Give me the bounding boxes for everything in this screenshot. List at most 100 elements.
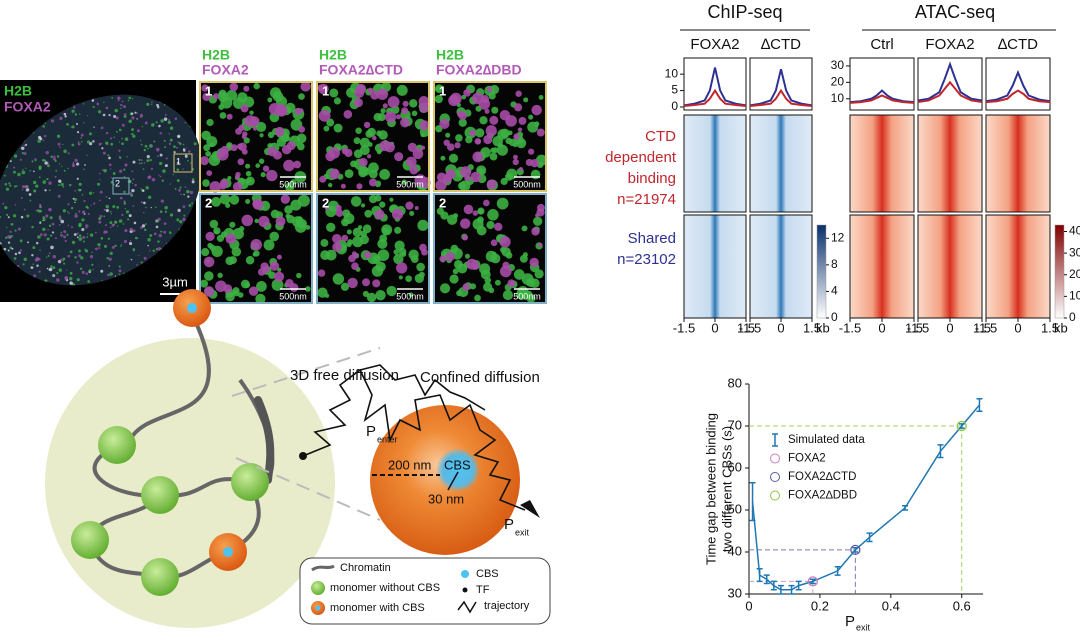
speckle bbox=[325, 151, 336, 162]
speckle bbox=[163, 117, 168, 121]
speckle bbox=[182, 205, 186, 209]
speckle bbox=[101, 279, 103, 282]
speckle bbox=[93, 126, 95, 128]
legend-symbol bbox=[315, 605, 321, 611]
speckle bbox=[146, 102, 150, 106]
speckle bbox=[22, 263, 25, 266]
speckle bbox=[95, 231, 97, 234]
speckle bbox=[416, 262, 425, 272]
channel-label: H2B bbox=[4, 83, 32, 99]
speckle bbox=[125, 210, 130, 214]
speckle bbox=[183, 149, 186, 152]
trajectory bbox=[302, 368, 526, 511]
heatmap bbox=[749, 114, 813, 213]
roi-box bbox=[173, 153, 193, 173]
speckle bbox=[232, 287, 240, 295]
speckle bbox=[52, 157, 56, 161]
speckle bbox=[318, 109, 331, 122]
profile-line bbox=[917, 61, 983, 102]
speckle bbox=[205, 231, 215, 241]
speckle bbox=[136, 129, 140, 133]
speckle bbox=[106, 143, 109, 146]
speckle bbox=[69, 183, 72, 187]
speckle bbox=[460, 166, 472, 178]
speckle bbox=[395, 114, 402, 120]
speckle bbox=[169, 138, 173, 142]
speckle bbox=[132, 248, 136, 251]
speckle bbox=[387, 96, 400, 108]
speckle bbox=[163, 222, 167, 225]
speckle bbox=[47, 228, 49, 231]
speckle bbox=[209, 142, 214, 147]
speckle bbox=[93, 192, 95, 194]
speckle bbox=[50, 155, 53, 159]
speckle bbox=[230, 144, 238, 152]
speckle bbox=[91, 99, 95, 103]
speckle bbox=[99, 190, 103, 194]
speckle bbox=[360, 230, 368, 238]
speckle bbox=[343, 109, 353, 119]
speckle bbox=[450, 244, 459, 253]
speckle bbox=[478, 98, 491, 110]
speckle bbox=[479, 263, 491, 275]
speckle bbox=[366, 154, 372, 159]
speckle bbox=[144, 144, 148, 148]
speckle bbox=[66, 123, 69, 126]
speckle bbox=[37, 209, 41, 213]
speckle bbox=[127, 99, 130, 102]
speckle bbox=[23, 208, 26, 211]
speckle bbox=[410, 255, 419, 264]
speckle bbox=[242, 131, 248, 137]
speckle bbox=[120, 244, 123, 246]
speckle bbox=[177, 208, 181, 213]
speckle bbox=[80, 189, 82, 191]
heatmap bbox=[849, 114, 915, 213]
channel-label: H2B bbox=[319, 47, 347, 63]
speckle bbox=[124, 163, 128, 167]
profile-line bbox=[985, 89, 1051, 104]
speckle bbox=[98, 172, 101, 175]
speckle bbox=[71, 163, 76, 168]
speckle bbox=[105, 131, 109, 135]
colorbar-label: 0 bbox=[831, 310, 838, 324]
speckle bbox=[48, 267, 53, 272]
speckle bbox=[217, 272, 223, 279]
speckle bbox=[296, 272, 302, 279]
speckle bbox=[445, 252, 455, 262]
speckle bbox=[273, 150, 282, 160]
speckle bbox=[69, 271, 73, 275]
speckle bbox=[138, 254, 140, 257]
speckle bbox=[209, 219, 219, 229]
speckle bbox=[160, 199, 164, 203]
speckle bbox=[103, 230, 107, 234]
y-tick-label: 0 bbox=[671, 99, 678, 113]
label: 30 nm bbox=[428, 491, 464, 506]
speckle bbox=[519, 254, 528, 263]
speckle bbox=[235, 127, 242, 135]
speckle bbox=[78, 237, 83, 241]
y-axis-label: Time gap between binding bbox=[703, 413, 718, 565]
speckle bbox=[56, 278, 60, 282]
speckle bbox=[156, 219, 159, 223]
speckle bbox=[382, 103, 388, 109]
speckle bbox=[74, 214, 78, 218]
speckle bbox=[123, 202, 127, 205]
speckle bbox=[204, 271, 214, 281]
speckle bbox=[152, 249, 155, 252]
speckle bbox=[9, 246, 13, 250]
data-line bbox=[751, 404, 981, 591]
speckle bbox=[9, 184, 12, 187]
speckle bbox=[30, 266, 34, 270]
profile-line bbox=[683, 67, 747, 107]
speckle bbox=[298, 126, 306, 133]
speckle bbox=[35, 184, 39, 188]
speckle bbox=[506, 168, 518, 180]
speckle bbox=[71, 226, 74, 229]
speckle bbox=[21, 189, 24, 191]
speckle bbox=[38, 167, 42, 171]
diagram: 3D free diffusion Confined diffusion P e… bbox=[45, 289, 551, 628]
speckle bbox=[14, 204, 17, 206]
speckle bbox=[18, 251, 21, 255]
legend-symbol bbox=[772, 433, 778, 447]
speckle bbox=[25, 143, 28, 146]
